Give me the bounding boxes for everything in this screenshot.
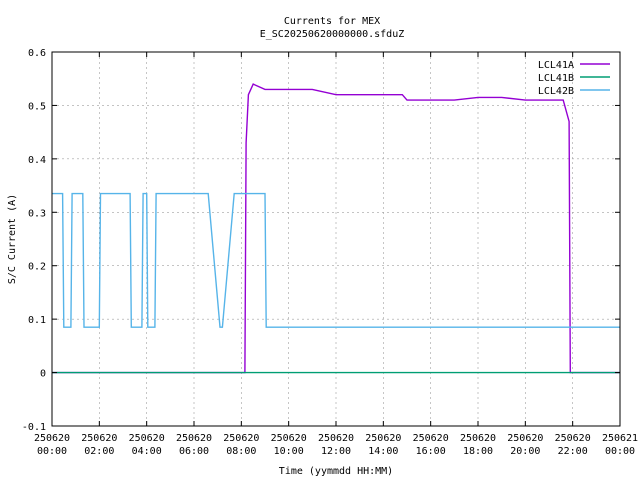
y-tick-label: -0.1 — [22, 422, 46, 433]
chart-subtitle: E_SC20250620000000.sfduZ — [260, 29, 405, 40]
x-tick-label-date: 250620 — [34, 433, 70, 444]
x-tick-label-time: 00:00 — [37, 446, 67, 457]
y-tick-label: 0.4 — [28, 155, 46, 166]
x-axis-ticks: 250620 00:00 250620 02:00 250620 04:00 250620 0… — [34, 52, 638, 457]
legend: LCL41A LCL41B LCL42B — [538, 60, 610, 97]
y-tick-label: 0.5 — [28, 101, 46, 112]
x-tick-label-time: 10:00 — [274, 446, 304, 457]
x-tick-label-date: 250620 — [413, 433, 449, 444]
x-tick-label-date: 250620 — [176, 433, 212, 444]
x-tick-label-time: 14:00 — [368, 446, 398, 457]
x-tick-label-time: 20:00 — [510, 446, 540, 457]
x-tick-label-time: 18:00 — [463, 446, 493, 457]
x-tick-label-date: 250620 — [365, 433, 401, 444]
x-tick-label-date: 250620 — [555, 433, 591, 444]
legend-label-lcl41b: LCL41B — [538, 73, 574, 84]
series-lines — [52, 83, 620, 374]
y-axis-ticks: -0.1 0 0.1 0.2 0.3 0.4 0.5 0.6 — [22, 48, 620, 433]
x-tick-label-time: 00:00 — [605, 446, 635, 457]
x-tick-label-date: 250620 — [318, 433, 354, 444]
x-tick-label-date: 250620 — [271, 433, 307, 444]
x-tick-label-time: 12:00 — [321, 446, 351, 457]
x-tick-label-time: 06:00 — [179, 446, 209, 457]
x-tick-label-time: 08:00 — [226, 446, 256, 457]
y-tick-label: 0 — [40, 369, 46, 380]
chart-title: Currents for MEX — [284, 16, 380, 27]
y-tick-label: 0.6 — [28, 48, 46, 59]
series-line-lcl42b — [52, 192, 620, 328]
x-tick-label-date: 250621 — [602, 433, 638, 444]
x-tick-label-time: 16:00 — [416, 446, 446, 457]
x-tick-label-time: 22:00 — [558, 446, 588, 457]
x-tick-label-date: 250620 — [81, 433, 117, 444]
x-tick-label-date: 250620 — [129, 433, 165, 444]
legend-label-lcl41a: LCL41A — [538, 60, 574, 71]
x-tick-label-date: 250620 — [223, 433, 259, 444]
y-tick-label: 0.2 — [28, 262, 46, 273]
x-tick-label-date: 250620 — [460, 433, 496, 444]
series-line-lcl41a — [52, 83, 620, 374]
y-tick-label: 0.1 — [28, 315, 46, 326]
x-tick-label-time: 02:00 — [84, 446, 114, 457]
grid-lines — [52, 52, 620, 426]
legend-label-lcl42b: LCL42B — [538, 86, 574, 97]
y-tick-label: 0.3 — [28, 208, 46, 219]
x-axis-label: Time (yymmdd HH:MM) — [279, 466, 393, 477]
x-tick-label-time: 04:00 — [132, 446, 162, 457]
x-tick-label-date: 250620 — [507, 433, 543, 444]
y-axis-label: S/C Current (A) — [7, 194, 18, 284]
